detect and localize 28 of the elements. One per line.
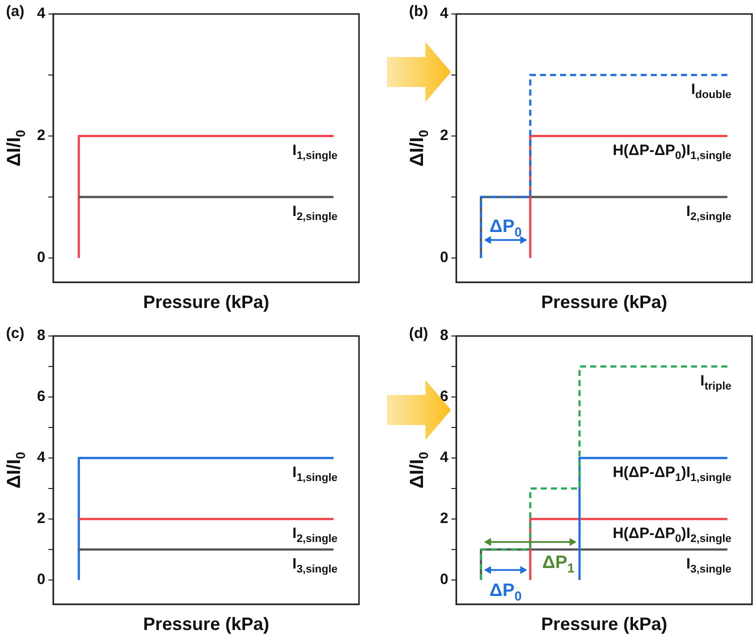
y-tick-label: 0 xyxy=(37,571,46,588)
y-tick-label: 6 xyxy=(37,388,46,406)
y-tick-label: 0 xyxy=(440,249,448,266)
y-axis-title: ΔI/I0 xyxy=(4,130,28,167)
y-tick-label: 4 xyxy=(440,5,449,22)
x-axis-title: Pressure (kPa) xyxy=(143,292,270,312)
chart-title: (b) xyxy=(409,3,428,20)
y-axis-title: ΔI/I0 xyxy=(407,452,431,489)
y-tick-label: 2 xyxy=(37,510,46,528)
chart-title: (d) xyxy=(409,325,428,342)
y-axis-title: ΔI/I0 xyxy=(4,452,28,489)
x-axis-title: Pressure (kPa) xyxy=(143,614,270,634)
y-tick-label: 2 xyxy=(440,127,448,144)
y-tick-label: 6 xyxy=(440,388,448,406)
y-tick-label: 4 xyxy=(37,449,46,466)
y-tick-label: 8 xyxy=(440,327,448,344)
y-tick-label: 4 xyxy=(37,5,46,22)
y-axis-title: ΔI/I0 xyxy=(407,130,431,167)
x-axis-title: Pressure (kPa) xyxy=(541,614,668,634)
y-tick-label: 8 xyxy=(37,327,46,344)
y-tick-label: 0 xyxy=(37,249,46,266)
x-axis-title: Pressure (kPa) xyxy=(541,292,668,312)
y-tick-label: 0 xyxy=(440,571,448,588)
chart-title: (a) xyxy=(6,3,24,20)
y-tick-label: 2 xyxy=(440,510,448,528)
chart-title: (c) xyxy=(6,325,24,342)
y-tick-label: 4 xyxy=(440,449,449,466)
y-tick-label: 2 xyxy=(37,127,46,144)
